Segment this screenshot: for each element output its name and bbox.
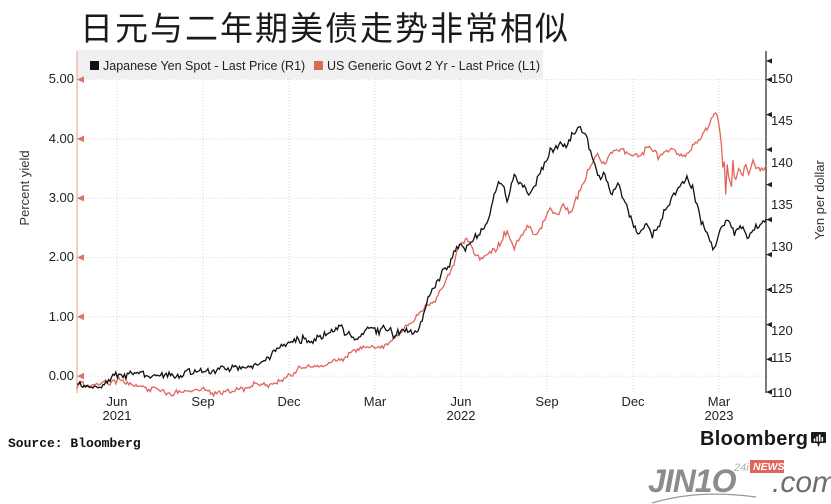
svg-text:NEWS: NEWS	[753, 461, 785, 473]
svg-text:JIN1O: JIN1O	[648, 463, 737, 499]
svg-text:24i: 24i	[733, 462, 749, 474]
